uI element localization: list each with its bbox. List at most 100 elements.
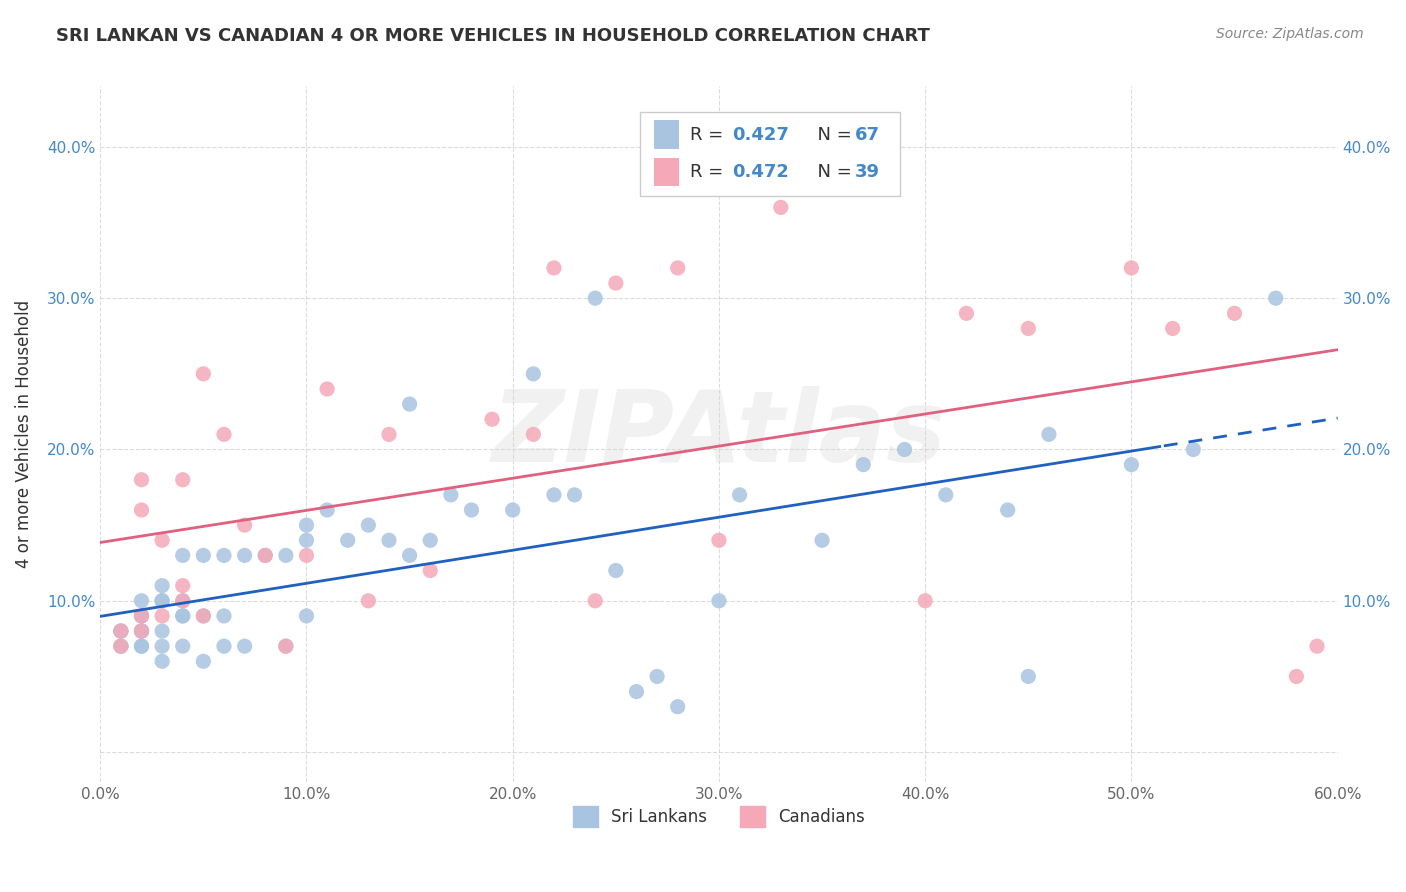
Point xyxy=(1121,260,1143,275)
Point xyxy=(893,442,915,457)
Point xyxy=(172,549,194,563)
Point xyxy=(110,624,132,638)
Point xyxy=(131,639,153,653)
Point xyxy=(172,594,194,608)
Point xyxy=(110,624,132,638)
Point xyxy=(955,306,977,320)
Point xyxy=(1121,458,1143,472)
Point xyxy=(605,276,627,290)
Point xyxy=(707,594,730,608)
Point xyxy=(811,533,834,548)
Text: Source: ZipAtlas.com: Source: ZipAtlas.com xyxy=(1216,27,1364,41)
Point xyxy=(543,488,565,502)
Point xyxy=(1017,321,1039,335)
Text: 0.427: 0.427 xyxy=(733,126,789,144)
Point xyxy=(131,624,153,638)
Point xyxy=(997,503,1019,517)
Point xyxy=(233,518,256,533)
Point xyxy=(193,654,215,668)
Point xyxy=(131,503,153,517)
Point xyxy=(212,427,235,442)
Legend: Sri Lankans, Canadians: Sri Lankans, Canadians xyxy=(565,799,872,833)
Point xyxy=(1038,427,1060,442)
Point xyxy=(172,594,194,608)
Point xyxy=(1285,669,1308,683)
Point xyxy=(336,533,359,548)
Point xyxy=(150,639,173,653)
Text: SRI LANKAN VS CANADIAN 4 OR MORE VEHICLES IN HOUSEHOLD CORRELATION CHART: SRI LANKAN VS CANADIAN 4 OR MORE VEHICLE… xyxy=(56,27,931,45)
Point xyxy=(666,699,689,714)
Point xyxy=(1161,321,1184,335)
Point xyxy=(481,412,503,426)
Point xyxy=(1223,306,1246,320)
Text: N =: N = xyxy=(806,163,858,181)
Point xyxy=(769,201,792,215)
Point xyxy=(707,533,730,548)
Point xyxy=(172,608,194,623)
Point xyxy=(110,624,132,638)
Point xyxy=(460,503,482,517)
Point xyxy=(522,427,544,442)
Point xyxy=(440,488,463,502)
Point xyxy=(110,639,132,653)
Point xyxy=(150,624,173,638)
Point xyxy=(357,518,380,533)
Point xyxy=(935,488,957,502)
Point xyxy=(193,367,215,381)
Point xyxy=(564,488,586,502)
Point xyxy=(605,564,627,578)
Point xyxy=(522,367,544,381)
Point xyxy=(172,579,194,593)
Point xyxy=(131,608,153,623)
Point xyxy=(150,654,173,668)
Point xyxy=(150,594,173,608)
Point xyxy=(212,639,235,653)
Point xyxy=(131,473,153,487)
Point xyxy=(212,549,235,563)
Point xyxy=(398,397,420,411)
Point xyxy=(233,549,256,563)
Text: 0.472: 0.472 xyxy=(733,163,789,181)
Point xyxy=(378,427,401,442)
Text: R =: R = xyxy=(690,163,730,181)
Point xyxy=(131,639,153,653)
Point xyxy=(914,594,936,608)
Point xyxy=(1264,291,1286,305)
Point xyxy=(274,639,297,653)
Point xyxy=(295,518,318,533)
Point xyxy=(172,639,194,653)
Point xyxy=(1182,442,1205,457)
Point xyxy=(254,549,277,563)
Point xyxy=(274,639,297,653)
Point xyxy=(1306,639,1329,653)
Text: 39: 39 xyxy=(855,163,880,181)
Point xyxy=(131,594,153,608)
Point xyxy=(193,608,215,623)
Point xyxy=(728,488,751,502)
Point xyxy=(172,473,194,487)
Point xyxy=(316,503,339,517)
Point xyxy=(233,639,256,653)
Point xyxy=(150,608,173,623)
Point xyxy=(398,549,420,563)
Point xyxy=(316,382,339,396)
Point xyxy=(150,533,173,548)
Point xyxy=(193,608,215,623)
Point xyxy=(110,639,132,653)
Point xyxy=(150,594,173,608)
Point xyxy=(1017,669,1039,683)
Point xyxy=(583,291,606,305)
Point xyxy=(150,579,173,593)
Y-axis label: 4 or more Vehicles in Household: 4 or more Vehicles in Household xyxy=(15,301,32,568)
Text: R =: R = xyxy=(690,126,730,144)
Point xyxy=(295,608,318,623)
Point xyxy=(131,624,153,638)
Point xyxy=(295,533,318,548)
Point xyxy=(295,549,318,563)
Point xyxy=(172,608,194,623)
Point xyxy=(852,458,875,472)
Point xyxy=(378,533,401,548)
Point xyxy=(626,684,648,698)
Point xyxy=(666,260,689,275)
Text: 67: 67 xyxy=(855,126,880,144)
